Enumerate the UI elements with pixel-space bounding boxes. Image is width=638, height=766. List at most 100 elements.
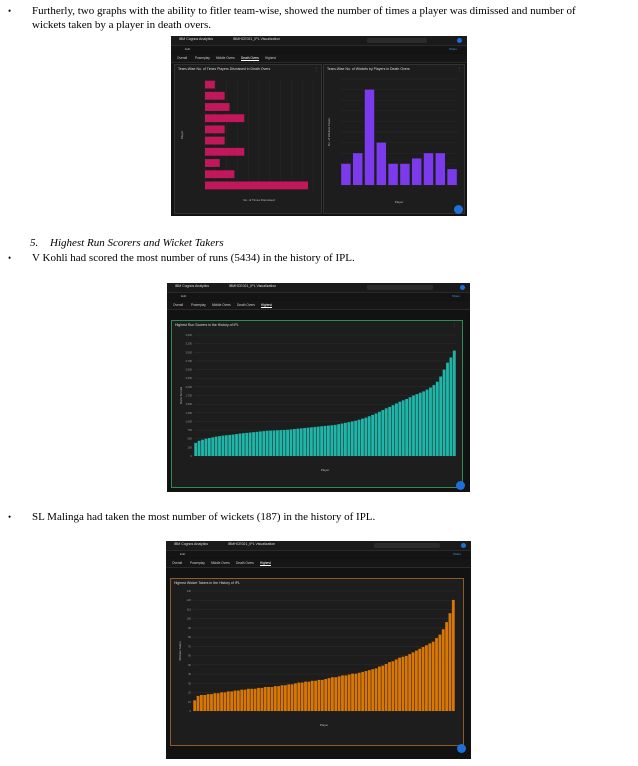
bar xyxy=(398,401,402,456)
bar xyxy=(313,426,317,456)
search-input[interactable] xyxy=(367,285,433,290)
toolbar: Edit Share xyxy=(166,551,471,558)
y-tick-label: 100 xyxy=(187,617,192,621)
bar xyxy=(292,429,296,456)
tab-bar: Overall Powerplay Middle Overs Death Ove… xyxy=(167,301,470,310)
x-axis-label: Player xyxy=(321,468,330,472)
bar xyxy=(400,163,410,185)
file-tab[interactable]: IBMHCE021_IPL Visualization xyxy=(228,542,276,546)
bar xyxy=(378,411,381,456)
tab-overall[interactable]: Overall xyxy=(173,303,184,307)
bar xyxy=(320,679,324,711)
x-axis-label: No. of Times Dismissed xyxy=(243,198,275,202)
share-button[interactable]: Share xyxy=(452,294,461,298)
tab-death-overs[interactable]: Death Overs xyxy=(237,303,255,307)
bar xyxy=(435,381,439,456)
y-tick-label: 750 xyxy=(188,428,193,432)
chart-run-scorers: 0 250 500 750 1,000 1,250 1,500 1,750 2,000 2,250… xyxy=(179,333,456,472)
assistant-button[interactable] xyxy=(454,205,463,214)
edit-toggle[interactable]: Edit xyxy=(180,552,186,556)
tab-powerplay[interactable]: Powerplay xyxy=(195,56,210,60)
bar xyxy=(289,429,293,456)
search-input[interactable] xyxy=(374,543,440,548)
share-button[interactable]: Share xyxy=(449,47,458,51)
bar xyxy=(260,687,264,711)
chart-wickets-death: No. of Wickets Taken Player xyxy=(327,78,458,204)
bar xyxy=(412,395,415,456)
assistant-button[interactable] xyxy=(457,744,466,753)
panel-menu-icon[interactable]: ⋮ xyxy=(452,322,456,327)
panel-wicket-takers[interactable]: Highest Wicket Takers in the History of … xyxy=(170,578,464,746)
y-tick-label: 80 xyxy=(188,635,191,639)
tab-middle-overs[interactable]: Middle Overs xyxy=(212,303,231,307)
y-tick-label: 250 xyxy=(188,445,193,449)
bar xyxy=(252,432,255,456)
tab-powerplay[interactable]: Powerplay xyxy=(191,303,206,307)
share-button[interactable]: Share xyxy=(453,552,462,556)
user-avatar-icon[interactable] xyxy=(461,543,466,548)
panel-title: Team-Wise No. of Wickets by Players in D… xyxy=(327,67,410,71)
toolbar: Edit Share xyxy=(167,293,470,300)
bar xyxy=(283,685,287,711)
file-tab[interactable]: IBMHCE021_IPL Visualization xyxy=(233,37,281,41)
tab-death-overs[interactable]: Death Overs xyxy=(241,56,259,61)
bar xyxy=(357,672,361,711)
panel-menu-icon[interactable]: ⋮ xyxy=(457,66,461,71)
bar xyxy=(422,391,426,456)
bar xyxy=(405,398,409,456)
app-brand: IBM Cognos Analytics xyxy=(179,37,214,41)
tab-overall[interactable]: Overall xyxy=(172,561,183,565)
bar xyxy=(220,692,223,711)
bar xyxy=(449,357,453,456)
tab-bar: Overall Powerplay Middle Overs Death Ove… xyxy=(171,54,467,63)
bar xyxy=(241,433,245,456)
user-avatar-icon[interactable] xyxy=(460,285,465,290)
panel-dismissed[interactable]: Team-Wise No. of Times Players Dismissed… xyxy=(174,64,322,214)
app-header: IBM Cognos Analytics IBMHCE021_IPL Visua… xyxy=(166,541,471,551)
bar xyxy=(401,400,405,456)
tab-middle-overs[interactable]: Middle Overs xyxy=(211,561,230,565)
bar xyxy=(347,422,351,456)
bar xyxy=(213,693,217,711)
bar xyxy=(388,662,391,711)
bar xyxy=(408,654,412,711)
y-tick-label: 30 xyxy=(188,681,191,685)
user-avatar-icon[interactable] xyxy=(457,38,462,43)
panel-menu-icon[interactable]: ⋮ xyxy=(314,66,318,71)
tab-highest[interactable]: Highest xyxy=(265,56,276,60)
bar xyxy=(333,424,337,456)
search-input[interactable] xyxy=(367,38,427,43)
bar xyxy=(371,414,375,456)
tab-highest[interactable]: Highest xyxy=(261,303,272,308)
bar xyxy=(197,440,201,456)
y-tick-label: 3,250 xyxy=(186,342,193,346)
edit-toggle[interactable]: Edit xyxy=(181,294,187,298)
bar xyxy=(205,181,309,190)
tab-middle-overs[interactable]: Middle Overs xyxy=(216,56,235,60)
bar xyxy=(340,423,344,456)
bar xyxy=(303,427,307,456)
bar xyxy=(343,422,347,456)
edit-toggle[interactable]: Edit xyxy=(185,47,191,51)
bar xyxy=(205,125,225,134)
screenshot-run-scorers: IBM Cognos Analytics IBMHCE021_IPL Visua… xyxy=(167,283,470,492)
bar xyxy=(279,430,283,456)
y-axis-label: No. of Wickets Taken xyxy=(327,118,331,146)
tab-powerplay[interactable]: Powerplay xyxy=(190,561,205,565)
app-brand: IBM Cognos Analytics xyxy=(175,284,210,288)
bar xyxy=(411,652,415,711)
bar xyxy=(296,428,300,456)
bar xyxy=(326,425,330,456)
bar xyxy=(451,599,455,711)
bar xyxy=(205,80,215,89)
assistant-button[interactable] xyxy=(456,481,465,490)
bullet-glyph: • xyxy=(8,6,12,16)
file-tab[interactable]: IBMHCE021_IPL Visualization xyxy=(229,284,277,288)
bar xyxy=(205,170,235,179)
panel-wickets-death[interactable]: Team-Wise No. of Wickets by Players in D… xyxy=(323,64,465,214)
tab-overall[interactable]: Overall xyxy=(177,56,188,60)
tab-death-overs[interactable]: Death Overs xyxy=(236,561,254,565)
panel-run-scorers[interactable]: Highest Run Scorers in the History of IP… xyxy=(171,320,463,488)
y-tick-label: 1,250 xyxy=(186,411,193,415)
tab-highest[interactable]: Highest xyxy=(260,561,271,566)
